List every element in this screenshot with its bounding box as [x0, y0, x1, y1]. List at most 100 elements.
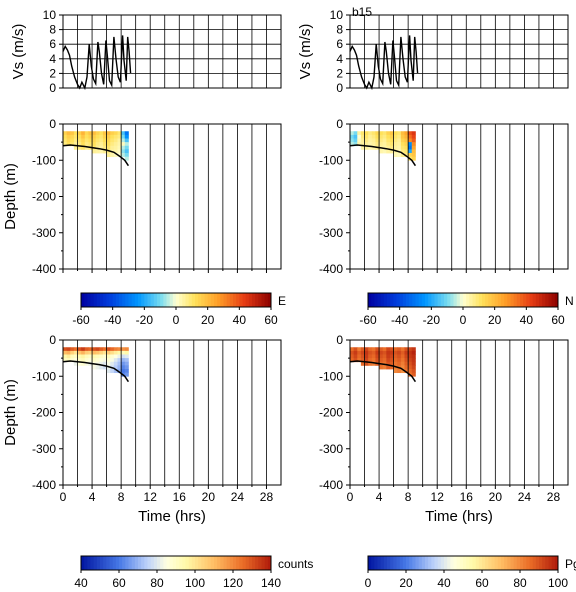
colorbar-swatch	[459, 556, 464, 570]
colorbar-swatch	[491, 556, 496, 570]
y-tick-label: -100	[319, 369, 343, 383]
heatmap-cell	[81, 131, 86, 136]
heatmap-cell	[357, 358, 362, 363]
colorbar-tick-label: 0	[173, 313, 180, 327]
colorbar-swatch	[434, 293, 439, 307]
colorbar-label: N	[565, 294, 574, 308]
colorbar-swatch	[112, 556, 117, 570]
colorbar-swatch	[223, 556, 228, 570]
heatmap-cell	[375, 138, 380, 143]
heatmap-cell	[379, 131, 384, 136]
heatmap-cell	[357, 131, 362, 136]
colorbar-swatch	[223, 293, 228, 307]
heatmap-cell	[386, 365, 391, 370]
heatmap-cell	[353, 354, 358, 359]
heatmap-cell	[113, 361, 118, 366]
colorbar-swatch	[172, 556, 177, 570]
heatmap-cell	[411, 153, 416, 158]
colorbar-swatch	[172, 293, 177, 307]
heatmap-cell	[382, 138, 387, 143]
colorbar-swatch	[440, 556, 445, 570]
y-tick-label: -200	[319, 190, 343, 204]
colorbar-swatch	[141, 293, 145, 307]
heatmap-cell	[121, 361, 126, 366]
colorbar-swatch	[409, 556, 413, 570]
heatmap-cell	[368, 134, 373, 139]
heatmap-cell	[124, 347, 129, 352]
x-axis-label: Time (hrs)	[425, 508, 493, 525]
y-tick-label: 0	[336, 117, 343, 131]
x-tick-label: 4	[89, 490, 96, 504]
colorbar-swatch	[539, 556, 543, 570]
y-tick-label: -100	[319, 153, 343, 167]
heatmap-cell	[81, 145, 86, 150]
heatmap-cell	[66, 134, 71, 139]
heatmap-cell	[368, 347, 373, 352]
heatmap-cell	[360, 347, 365, 352]
heatmap-cell	[379, 365, 384, 370]
colorbar-swatch	[245, 556, 250, 570]
heatmap-cell	[102, 142, 107, 147]
colorbar-swatch	[510, 556, 515, 570]
heatmap-cell	[379, 142, 384, 147]
colorbar-swatch	[147, 293, 152, 307]
heatmap-cell	[121, 145, 126, 150]
heatmap-cell	[124, 372, 129, 377]
heatmap-cell	[386, 134, 391, 139]
heatmap-cell	[360, 134, 365, 139]
heatmap-cell	[382, 350, 387, 355]
heatmap-cell	[110, 153, 115, 158]
heatmap-cell	[73, 134, 78, 139]
colorbar-swatch	[532, 556, 537, 570]
colorbar-swatch	[188, 556, 193, 570]
colorbar-swatch	[169, 556, 174, 570]
heatmap-cell	[113, 131, 118, 136]
heatmap-cell	[357, 134, 362, 139]
colorbar-swatch	[233, 293, 237, 307]
heatmap-cell	[110, 361, 115, 366]
x-tick-label: 20	[489, 490, 503, 504]
bottom-depth-line	[62, 144, 130, 167]
colorbar-swatch	[374, 556, 378, 570]
heatmap-cell	[113, 145, 118, 150]
heatmap-cell	[117, 369, 122, 374]
colorbar-swatch	[368, 556, 372, 570]
heatmap-cell	[357, 138, 362, 143]
series-line	[349, 35, 419, 91]
x-tick-label: 20	[202, 490, 216, 504]
heatmap-cell	[121, 138, 126, 143]
heatmap-cell	[408, 134, 413, 139]
heatmap-cell	[102, 365, 107, 370]
colorbar-swatch	[501, 556, 505, 570]
y-axis-label: Vs (m/s)	[297, 24, 314, 80]
heatmap-cell	[81, 138, 86, 143]
colorbar-tick-label: 40	[233, 313, 247, 327]
colorbar-swatch	[220, 293, 224, 307]
colorbar-frame	[367, 555, 559, 571]
colorbar: 40 60 80 100 120 140 counts	[74, 555, 313, 590]
colorbar-swatch	[478, 293, 483, 307]
heatmap-cell	[110, 145, 115, 150]
heatmap-cells	[63, 131, 129, 161]
colorbar-swatch	[198, 556, 202, 570]
heatmap-cell	[364, 354, 369, 359]
heatmap-cell	[408, 131, 413, 136]
heatmap-cell	[92, 358, 97, 363]
heatmap-cell	[360, 138, 365, 143]
y-tick-label: -100	[32, 369, 56, 383]
colorbar-swatch	[125, 556, 129, 570]
heatmap-cell	[106, 350, 111, 355]
heatmap-cell	[124, 149, 129, 154]
heatmap-cell	[63, 358, 68, 363]
colorbar-swatch	[103, 293, 107, 307]
colorbar-tick-label: 100	[185, 576, 205, 590]
colorbar-swatch	[220, 556, 224, 570]
colorbar-swatch	[513, 556, 518, 570]
heatmap-cell	[110, 354, 115, 359]
heatmap-cell	[389, 145, 394, 150]
heatmap-cell	[364, 347, 369, 352]
y-tick-label: 6	[49, 37, 56, 51]
colorbar-swatch	[523, 293, 527, 307]
colorbar-swatch	[182, 293, 186, 307]
heatmap-cell	[106, 361, 111, 366]
